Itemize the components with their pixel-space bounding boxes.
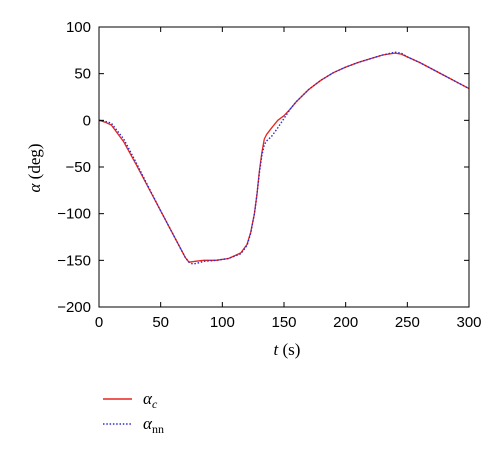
- x-tick-label: 50: [152, 314, 169, 331]
- plot-frame: [98, 26, 470, 308]
- x-tick-label: 150: [271, 314, 296, 331]
- y-tick-label: 0: [83, 112, 91, 129]
- legend: αc αnn: [103, 389, 164, 436]
- y-tick-label: 50: [74, 66, 91, 83]
- y-tick-label: −100: [57, 206, 91, 223]
- x-tick-label: 0: [95, 314, 103, 331]
- x-tick-label: 200: [333, 314, 358, 331]
- x-tick-label: 300: [456, 314, 481, 331]
- legend-label-2: αnn: [143, 414, 164, 436]
- legend-label-1: αc: [143, 389, 158, 411]
- series-line-1: [98, 52, 470, 263]
- axes: 0 50 100 150 200 250 300 100 50 0 −50 −100 −150 −200: [57, 19, 481, 331]
- y-axis-title: α (deg): [25, 143, 44, 192]
- y-tick-label: −200: [57, 299, 91, 316]
- y-tick-label: −50: [66, 159, 91, 176]
- y-tick-label: 100: [66, 19, 91, 36]
- y-tick-label: −150: [57, 252, 91, 269]
- x-tick-label: 250: [395, 314, 420, 331]
- x-axis-title: t (s): [274, 340, 301, 359]
- plot-area: [98, 51, 470, 265]
- x-tick-label: 100: [210, 314, 235, 331]
- series-line-2: [98, 51, 470, 265]
